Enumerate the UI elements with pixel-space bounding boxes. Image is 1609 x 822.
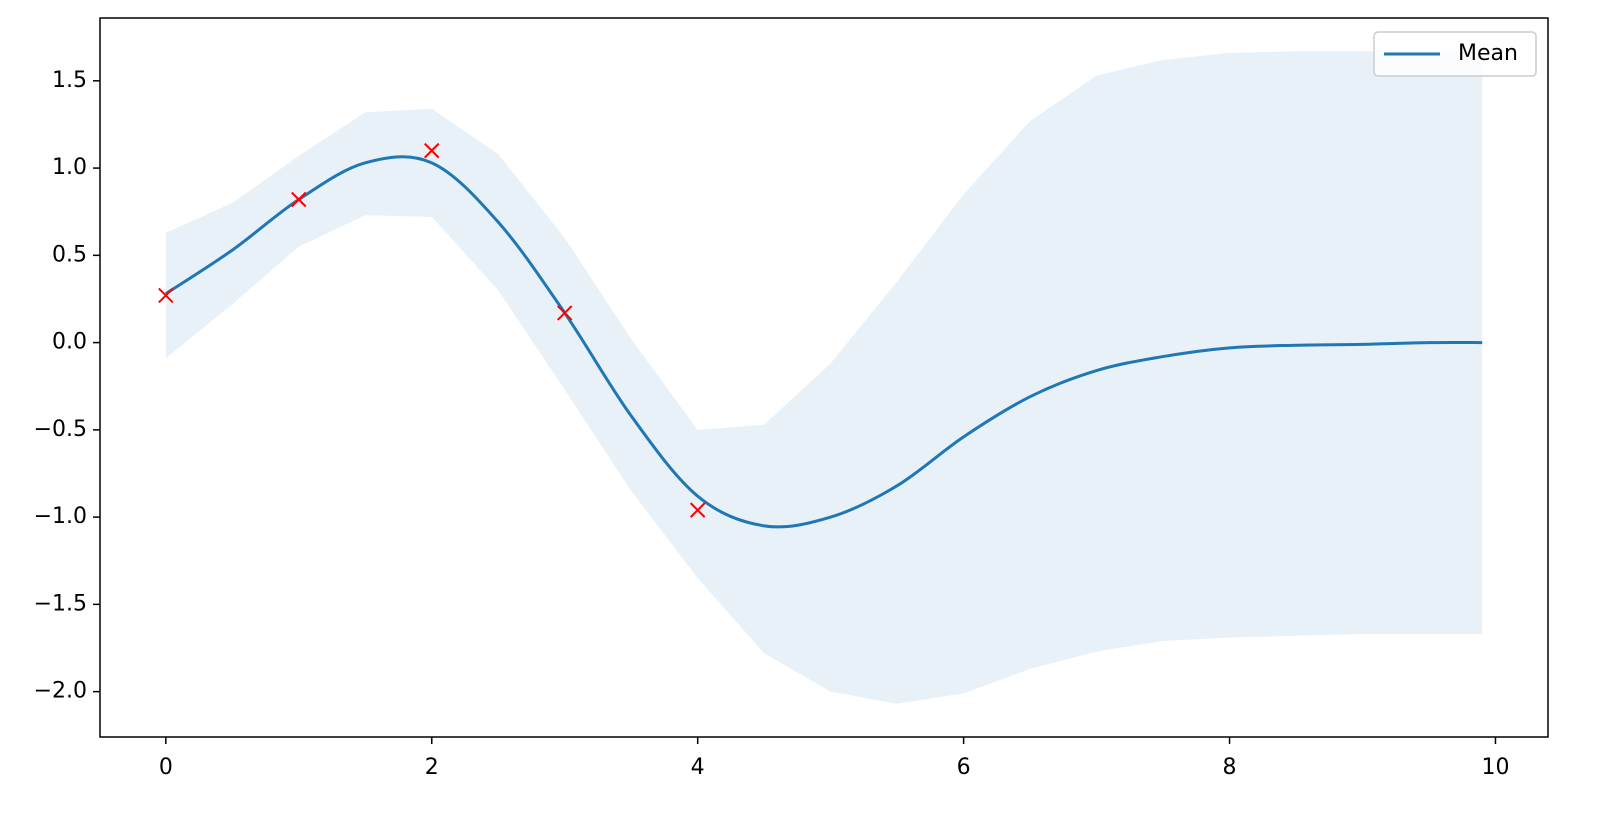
- y-tick-label: 0.5: [52, 242, 87, 267]
- legend-box: [1373, 31, 1537, 77]
- x-tick-label: 8: [1223, 755, 1237, 780]
- y-tick-label: −2.0: [34, 679, 87, 704]
- x-tick-label: 4: [691, 755, 705, 780]
- observation-point: [557, 305, 573, 321]
- x-tick-label: 2: [425, 755, 439, 780]
- observation-point: [291, 191, 307, 208]
- observation-point: [689, 502, 706, 518]
- x-tick-label: 0: [159, 755, 173, 780]
- x-tick-label: 10: [1481, 755, 1509, 780]
- observation-point: [424, 142, 440, 159]
- y-tick-label: 1.5: [52, 68, 87, 93]
- plot-frame: [99, 17, 1549, 738]
- y-tick-label: 0.0: [52, 330, 87, 355]
- y-tick-label: −1.0: [34, 504, 87, 529]
- y-tick-label: −0.5: [34, 417, 87, 442]
- mean-line: [164, 155, 1483, 529]
- confidence-band: [165, 51, 1483, 704]
- y-tick-label: −1.5: [34, 591, 87, 616]
- x-tick-label: 6: [957, 755, 971, 780]
- observation-point: [158, 287, 174, 304]
- y-tick-label: 1.0: [52, 155, 87, 180]
- legend-label: Mean: [1458, 41, 1518, 66]
